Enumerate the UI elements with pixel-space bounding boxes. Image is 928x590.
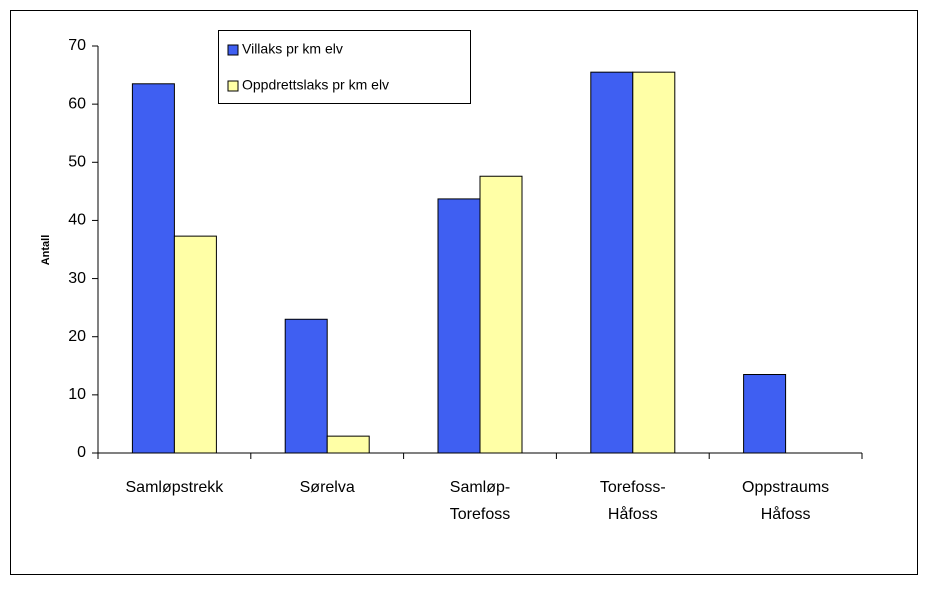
y-tick-label: 10 [68,386,86,403]
x-tick-label: Samløpstrekk [126,479,225,496]
bar [131,83,175,454]
y-axis-label: Antall [40,235,52,266]
y-tick-label: 30 [68,270,86,287]
x-tick-label: Oppstraums [742,479,829,496]
legend-label: Villaks pr km elv [242,41,343,57]
legend [218,30,471,104]
y-tick-label: 60 [68,95,86,112]
bar [590,71,634,454]
x-tick-label: Samløp- [450,479,510,496]
y-tick-label: 50 [68,154,86,171]
bar [173,235,217,454]
bar [743,374,787,454]
legend-swatch [227,44,239,56]
y-tick-label: 40 [68,212,86,229]
x-tick-label: Håfoss [608,505,658,523]
legend-swatch [227,80,239,92]
bar [632,71,676,454]
bar [437,198,481,454]
bar [284,318,328,454]
x-tick-label: Sørelva [300,479,355,496]
legend-label: Oppdrettslaks pr km elv [242,77,389,93]
y-tick-label: 20 [68,328,86,345]
x-tick-label: Håfoss [761,505,811,523]
y-tick-label: 0 [77,444,86,461]
y-tick-label: 70 [68,37,86,54]
bar [326,435,370,454]
bar [479,175,523,454]
x-tick-label: Torefoss [450,506,510,523]
x-tick-label: Torefoss- [600,479,666,496]
